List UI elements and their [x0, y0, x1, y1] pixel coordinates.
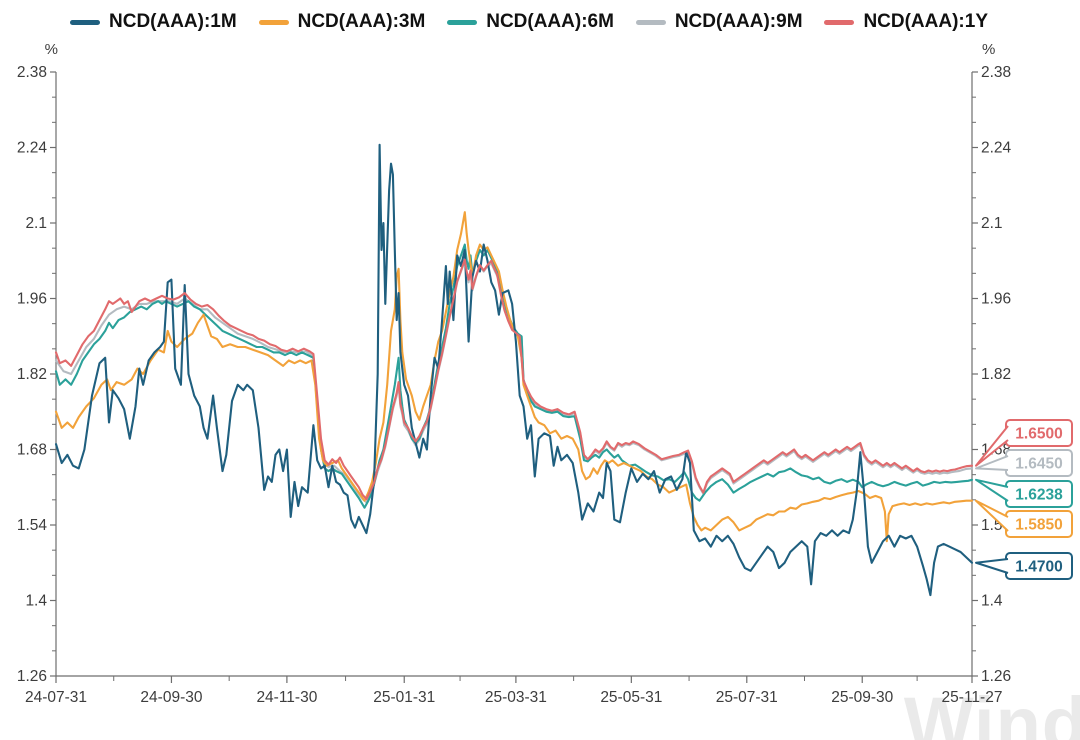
value-callout-1M: 1.4700 — [975, 552, 1073, 580]
chart-legend: NCD(AAA):1M NCD(AAA):3M NCD(AAA):6M NCD(AAA… — [70, 8, 988, 36]
y-tick-label-right: 1.82 — [981, 366, 1011, 383]
legend-swatch-icon — [824, 19, 855, 25]
y-tick-label-right: 1.96 — [981, 291, 1011, 308]
x-tick-label: 25-03-31 — [485, 689, 547, 706]
y-tick-label-right: 2.1 — [981, 215, 1003, 232]
x-tick-label: 24-11-30 — [256, 689, 317, 706]
callout-pointer-icon — [975, 425, 1009, 467]
legend-swatch-icon — [635, 19, 666, 25]
callout-value: 1.4700 — [1015, 559, 1062, 576]
value-callout-1Y: 1.6500 — [975, 419, 1073, 467]
y-tick-label-left: 2.1 — [25, 215, 47, 232]
x-tick-label: 25-11-27 — [942, 689, 1003, 706]
x-tick-label: 25-07-31 — [716, 689, 778, 706]
value-callout-3M: 1.5850 — [975, 499, 1073, 538]
legend-item-1Y[interactable]: NCD(AAA):1Y — [824, 11, 988, 33]
series-line-3M — [54, 211, 974, 543]
legend-swatch-icon — [258, 19, 289, 25]
x-tick-label: 25-01-31 — [373, 689, 435, 706]
y-unit-right: % — [982, 41, 995, 58]
value-callout-9M: 1.6450 — [975, 449, 1073, 477]
y-unit-left: % — [45, 41, 58, 58]
callout-pointer-icon — [975, 558, 1009, 574]
series-line-1Y — [54, 258, 974, 501]
x-tick-label: 25-09-30 — [831, 689, 893, 706]
y-tick-label-left: 2.38 — [17, 64, 47, 81]
legend-label: NCD(AAA):6M — [486, 11, 614, 32]
callout-value: 1.5850 — [1015, 517, 1062, 534]
legend-label: NCD(AAA):9M — [674, 11, 803, 32]
legend-label: NCD(AAA):3M — [297, 11, 426, 32]
legend-swatch-icon — [70, 19, 100, 25]
x-tick-label: 25-05-31 — [600, 689, 662, 706]
y-tick-label-right: 1.26 — [981, 668, 1011, 685]
y-tick-label-left: 1.68 — [17, 442, 47, 459]
legend-item-6M[interactable]: NCD(AAA):6M — [447, 11, 614, 33]
y-tick-label-right: 1.4 — [981, 593, 1003, 610]
x-tick-label: 24-09-30 — [140, 689, 202, 706]
wind-watermark: Wind — [903, 682, 1080, 740]
legend-item-1M[interactable]: NCD(AAA):1M — [70, 11, 237, 33]
y-tick-label-left: 1.82 — [17, 366, 47, 383]
callout-pointer-icon — [975, 455, 1009, 471]
legend-item-3M[interactable]: NCD(AAA):3M — [258, 11, 426, 33]
legend-label: NCD(AAA):1Y — [863, 11, 988, 32]
callout-value: 1.6238 — [1015, 487, 1063, 504]
series-line-6M — [54, 243, 974, 509]
value-callout-6M: 1.6238 — [975, 478, 1073, 508]
callout-value: 1.6450 — [1015, 456, 1062, 473]
legend-swatch-icon — [447, 19, 478, 25]
y-tick-label-left: 2.24 — [17, 140, 48, 157]
callout-pointer-icon — [975, 499, 1009, 532]
y-tick-label-right: 2.38 — [981, 64, 1011, 81]
y-tick-label-left: 1.96 — [17, 291, 47, 308]
y-tick-label-left: 1.4 — [25, 593, 47, 610]
y-tick-label-left: 1.54 — [17, 517, 48, 534]
callout-value: 1.6500 — [1015, 426, 1062, 443]
series-line-1M — [54, 143, 974, 597]
callout-pointer-icon — [975, 478, 1009, 502]
y-tick-label-right: 2.24 — [981, 140, 1012, 157]
y-tick-label-left: 1.26 — [17, 668, 47, 685]
series-line-9M — [54, 259, 974, 504]
legend-item-9M[interactable]: NCD(AAA):9M — [635, 11, 803, 33]
legend-label: NCD(AAA):1M — [109, 11, 237, 32]
x-tick-label: 24-07-31 — [25, 689, 87, 706]
